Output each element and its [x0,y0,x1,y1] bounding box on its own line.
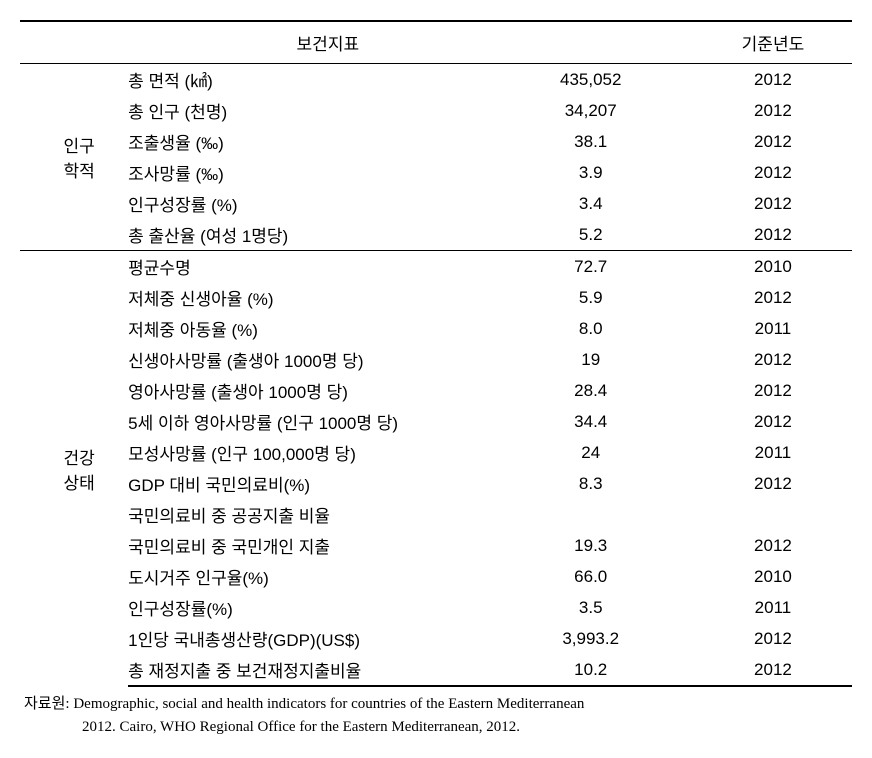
header-category [20,21,128,64]
value-cell: 8.3 [528,468,694,499]
indicator-cell: 총 인구 (천명) [128,95,527,126]
health-indicators-table: 보건지표 기준년도 인구학적총 면적 (㎢)435,0522012총 인구 (천… [20,20,852,687]
value-cell: 19 [528,344,694,375]
table-row: 모성사망률 (인구 100,000명 당)242011 [20,437,852,468]
indicator-cell: 5세 이하 영아사망률 (인구 1000명 당) [128,406,527,437]
value-cell: 3.5 [528,592,694,623]
value-cell: 19.3 [528,530,694,561]
value-cell: 5.2 [528,219,694,251]
value-cell: 38.1 [528,126,694,157]
year-cell: 2011 [694,313,852,344]
table-row: 국민의료비 중 국민개인 지출19.32012 [20,530,852,561]
indicator-cell: 영아사망률 (출생아 1000명 당) [128,375,527,406]
source-line1: Demographic, social and health indicator… [73,696,584,712]
indicator-cell: 모성사망률 (인구 100,000명 당) [128,437,527,468]
year-cell: 2012 [694,282,852,313]
indicator-cell: 신생아사망률 (출생아 1000명 당) [128,344,527,375]
year-cell: 2012 [694,406,852,437]
year-cell: 2012 [694,95,852,126]
table-row: 총 출산율 (여성 1명당)5.22012 [20,219,852,251]
value-cell: 3.9 [528,157,694,188]
year-cell: 2012 [694,375,852,406]
table-row: GDP 대비 국민의료비(%)8.32012 [20,468,852,499]
value-cell [528,499,694,530]
source-label: 자료원: [24,696,70,712]
indicator-cell: 총 출산율 (여성 1명당) [128,219,527,251]
year-cell: 2012 [694,157,852,188]
indicator-cell: 국민의료비 중 국민개인 지출 [128,530,527,561]
source-line2: 2012. Cairo, WHO Regional Office for the… [24,719,520,735]
table-row: 인구성장률(%)3.52011 [20,592,852,623]
value-cell: 10.2 [528,654,694,686]
header-indicator: 보건지표 [128,21,527,64]
indicator-cell: 저체중 아동율 (%) [128,313,527,344]
header-year: 기준년도 [694,21,852,64]
value-cell: 34.4 [528,406,694,437]
value-cell: 3,993.2 [528,623,694,654]
year-cell: 2012 [694,623,852,654]
indicator-cell: 조사망률 (‰) [128,157,527,188]
value-cell: 435,052 [528,64,694,96]
year-cell: 2012 [694,188,852,219]
value-cell: 34,207 [528,95,694,126]
indicator-cell: 도시거주 인구율(%) [128,561,527,592]
indicator-cell: 국민의료비 중 공공지출 비율 [128,499,527,530]
value-cell: 72.7 [528,251,694,283]
value-cell: 24 [528,437,694,468]
table-row: 저체중 아동율 (%)8.02011 [20,313,852,344]
year-cell: 2010 [694,561,852,592]
year-cell: 2011 [694,437,852,468]
table-row: 총 인구 (천명)34,2072012 [20,95,852,126]
year-cell: 2012 [694,126,852,157]
year-cell: 2012 [694,654,852,686]
year-cell: 2010 [694,251,852,283]
indicator-cell: 1인당 국내총생산량(GDP)(US$) [128,623,527,654]
category-cell: 건강상태 [20,251,128,687]
table-row: 인구학적총 면적 (㎢)435,0522012 [20,64,852,96]
table-row: 도시거주 인구율(%)66.02010 [20,561,852,592]
year-cell: 2012 [694,468,852,499]
value-cell: 3.4 [528,188,694,219]
indicator-cell: 인구성장률 (%) [128,188,527,219]
year-cell: 2012 [694,344,852,375]
table-row: 저체중 신생아율 (%)5.92012 [20,282,852,313]
value-cell: 5.9 [528,282,694,313]
indicator-cell: 조출생율 (‰) [128,126,527,157]
indicator-cell: 저체중 신생아율 (%) [128,282,527,313]
indicator-cell: GDP 대비 국민의료비(%) [128,468,527,499]
indicator-cell: 평균수명 [128,251,527,283]
header-value [528,21,694,64]
table-row: 조출생율 (‰)38.12012 [20,126,852,157]
indicator-cell: 총 면적 (㎢) [128,64,527,96]
table-row: 총 재정지출 중 보건재정지출비율10.22012 [20,654,852,686]
table-row: 신생아사망률 (출생아 1000명 당)192012 [20,344,852,375]
source-citation: 자료원: Demographic, social and health indi… [20,693,852,738]
value-cell: 28.4 [528,375,694,406]
table-row: 1인당 국내총생산량(GDP)(US$)3,993.22012 [20,623,852,654]
year-cell: 2012 [694,64,852,96]
year-cell [694,499,852,530]
table-row: 국민의료비 중 공공지출 비율 [20,499,852,530]
table-header-row: 보건지표 기준년도 [20,21,852,64]
category-cell: 인구학적 [20,64,128,251]
table-row: 5세 이하 영아사망률 (인구 1000명 당)34.42012 [20,406,852,437]
table-row: 영아사망률 (출생아 1000명 당)28.42012 [20,375,852,406]
indicator-cell: 총 재정지출 중 보건재정지출비율 [128,654,527,686]
indicator-cell: 인구성장률(%) [128,592,527,623]
year-cell: 2012 [694,530,852,561]
year-cell: 2011 [694,592,852,623]
table-row: 인구성장률 (%)3.42012 [20,188,852,219]
table-row: 조사망률 (‰)3.92012 [20,157,852,188]
value-cell: 66.0 [528,561,694,592]
table-row: 건강상태평균수명72.72010 [20,251,852,283]
value-cell: 8.0 [528,313,694,344]
year-cell: 2012 [694,219,852,251]
